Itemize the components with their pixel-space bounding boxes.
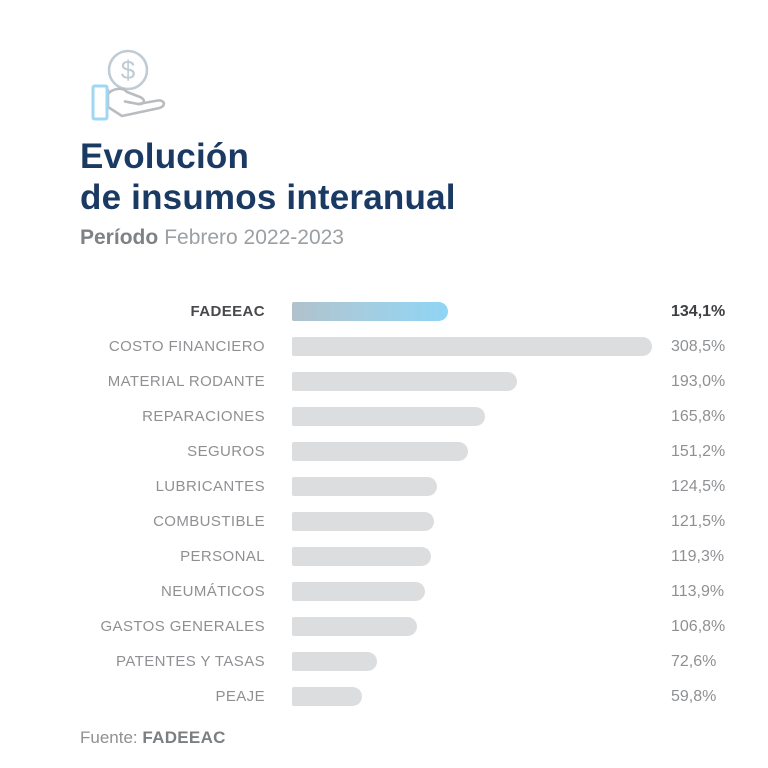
bar [292, 512, 434, 531]
value-label: 134,1% [671, 302, 726, 320]
bar [292, 372, 518, 391]
period-label: Período [80, 226, 159, 249]
value-label: 151,2% [671, 442, 726, 460]
category-label: LUBRICANTES [155, 478, 265, 495]
bar-track [292, 477, 661, 496]
bar-track [292, 442, 661, 461]
bar [292, 407, 486, 426]
value-label: 119,3% [671, 547, 725, 565]
value-label: 124,5% [671, 477, 726, 495]
bar-track [292, 547, 661, 566]
bar [292, 547, 432, 566]
category-label: COMBUSTIBLE [153, 513, 265, 530]
category-label: MATERIAL RODANTE [107, 373, 265, 390]
chart-row: COMBUSTIBLE 121,5% [80, 504, 725, 539]
value-label: 308,5% [671, 337, 726, 355]
value-label: 121,5% [671, 512, 726, 530]
category-label: SEGUROS [187, 443, 265, 460]
svg-text:$: $ [121, 55, 136, 85]
category-label: PERSONAL [180, 548, 265, 565]
bar-track [292, 617, 661, 636]
bar [292, 337, 652, 356]
title-line-2: de insumos interanual [80, 178, 456, 217]
chart-row: FADEEAC 134,1% [80, 294, 725, 329]
bar-chart: FADEEAC 134,1% COSTO FINANCIERO 308,5% MATER… [80, 294, 725, 714]
chart-row: LUBRICANTES 124,5% [80, 469, 725, 504]
chart-row: COSTO FINANCIERO 308,5% [80, 329, 725, 364]
category-label: FADEEAC [190, 303, 265, 320]
bar-track [292, 582, 661, 601]
chart-row: NEUMÁTICOS 113,9% [80, 574, 724, 609]
period-value: Febrero 2022-2023 [164, 226, 344, 249]
chart-row: SEGUROS 151,2% [80, 434, 725, 469]
chart-row: PERSONAL 119,3% [80, 539, 724, 574]
source-label: Fuente: [80, 728, 138, 747]
value-label: 193,0% [671, 372, 726, 390]
value-label: 72,6% [671, 652, 717, 670]
hand-coin-icon: $ [80, 46, 170, 122]
bar-track [292, 687, 661, 706]
bar [292, 687, 362, 706]
chart-row: MATERIAL RODANTE 193,0% [80, 364, 725, 399]
bar [292, 582, 425, 601]
bar-track [292, 512, 661, 531]
chart-row: GASTOS GENERALES 106,8% [80, 609, 725, 644]
category-label: PEAJE [215, 688, 265, 705]
period-subtitle: Período Febrero 2022-2023 [80, 226, 720, 250]
category-label: PATENTES Y TASAS [116, 653, 265, 670]
chart-row: PATENTES Y TASAS 72,6% [80, 644, 720, 679]
bar-track [292, 652, 661, 671]
bar-track [292, 407, 661, 426]
bar-track [292, 337, 661, 356]
bar [292, 617, 417, 636]
chart-row: PEAJE 59,8% [80, 679, 720, 714]
bar-track [292, 372, 661, 391]
value-label: 113,9% [671, 582, 725, 600]
category-label: NEUMÁTICOS [160, 583, 265, 600]
category-label: GASTOS GENERALES [100, 618, 265, 635]
category-label: REPARACIONES [142, 408, 265, 425]
page-title: Evolución de insumos interanual [80, 136, 720, 218]
bar [292, 442, 469, 461]
bar [292, 477, 438, 496]
value-label: 106,8% [671, 617, 726, 635]
chart-row: REPARACIONES 165,8% [80, 399, 725, 434]
category-label: COSTO FINANCIERO [108, 338, 265, 355]
source-value: FADEEAC [142, 728, 226, 747]
bar-track [292, 302, 661, 321]
title-line-1: Evolución [80, 137, 250, 176]
value-label: 165,8% [671, 407, 726, 425]
bar [292, 302, 449, 321]
bar [292, 652, 377, 671]
value-label: 59,8% [671, 687, 717, 705]
source-note: Fuente: FADEEAC [80, 728, 226, 748]
